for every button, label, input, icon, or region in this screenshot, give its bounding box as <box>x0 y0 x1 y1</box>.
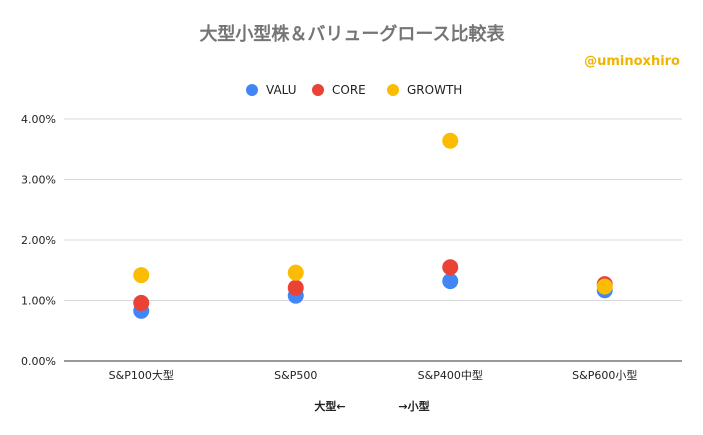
y-tick-label-3: 3.00% <box>21 174 56 187</box>
legend-marker-growth <box>387 84 399 96</box>
point-growth-0 <box>133 267 150 284</box>
legend-label-core: CORE <box>332 83 366 97</box>
y-tick-label-1: 1.00% <box>21 295 56 308</box>
legend-marker-valu <box>246 84 258 96</box>
x-axis-ticks: S&P100大型 S&P500 S&P400中型 S&P600小型 <box>109 368 638 382</box>
y-tick-label-4: 4.00% <box>21 113 56 126</box>
legend-label-growth: GROWTH <box>407 83 462 97</box>
x-tick-label-3: S&P600小型 <box>572 368 637 382</box>
point-growth-3 <box>596 278 613 295</box>
point-core-2 <box>442 259 459 276</box>
legend-label-valu: VALU <box>266 83 297 97</box>
chart-title: 大型小型株＆バリューグロース比較表 <box>199 23 505 45</box>
y-axis-ticks: 0.00% 1.00% 2.00% 3.00% 4.00% <box>21 113 56 368</box>
y-tick-label-2: 2.00% <box>21 234 56 247</box>
legend-marker-core <box>312 84 324 96</box>
point-growth-2 <box>442 132 459 149</box>
gridlines <box>64 118 682 362</box>
x-tick-label-1: S&P500 <box>274 369 317 382</box>
data-points <box>133 132 613 319</box>
x-tick-label-2: S&P400中型 <box>418 368 483 382</box>
x-axis-label-small: →小型 <box>398 399 429 413</box>
author-watermark: @uminoxhiro <box>584 54 680 69</box>
y-tick-label-0: 0.00% <box>21 355 56 368</box>
point-valu-2 <box>442 273 459 290</box>
point-core-1 <box>287 279 304 296</box>
legend: VALU CORE GROWTH <box>246 83 462 97</box>
x-axis-label-large: 大型← <box>314 399 345 413</box>
point-core-0 <box>133 294 150 311</box>
x-tick-label-0: S&P100大型 <box>109 368 174 382</box>
point-growth-1 <box>287 264 304 281</box>
